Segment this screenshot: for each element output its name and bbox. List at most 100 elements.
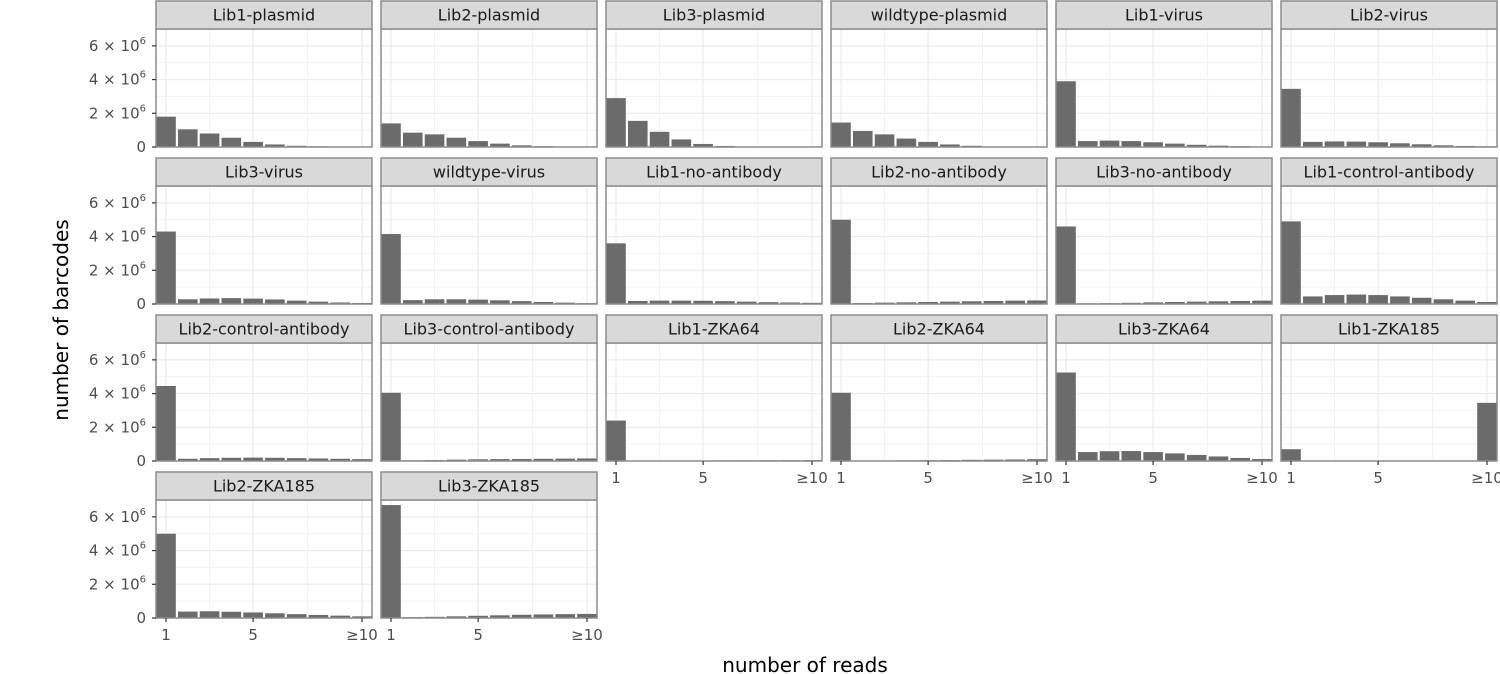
facet-panel: Lib1-virus <box>1055 0 1273 148</box>
bar <box>1230 457 1251 461</box>
facet-panel: Lib1-ZKA64 1 5 ≥10 <box>605 314 828 487</box>
bar <box>533 458 554 461</box>
bar <box>983 300 1004 304</box>
panel-background <box>1056 343 1272 461</box>
bar <box>490 143 510 147</box>
facet-label: Lib3-ZKA64 <box>1118 320 1210 339</box>
facet-strip <box>380 157 598 187</box>
bar <box>1302 141 1323 147</box>
panel-background <box>1281 29 1497 147</box>
bar <box>381 123 401 147</box>
bar <box>715 301 735 304</box>
facet-strip <box>605 0 823 30</box>
bar <box>1368 142 1388 147</box>
facet-strip <box>1280 0 1498 30</box>
bar <box>177 299 198 304</box>
panel-background <box>381 500 597 618</box>
panel-background <box>156 29 372 147</box>
bar <box>852 130 873 147</box>
bar <box>1056 226 1076 304</box>
facet-strip <box>155 0 373 30</box>
facet-panel: Lib1-control-antibody <box>1280 157 1498 305</box>
bar <box>243 141 263 147</box>
bar <box>468 141 488 147</box>
bar <box>330 615 351 618</box>
bar <box>896 302 917 304</box>
bar <box>156 231 176 304</box>
bar <box>606 243 626 304</box>
y-tick-label: 2 × 106 <box>89 260 146 279</box>
panel-background <box>381 186 597 304</box>
bar <box>780 302 801 304</box>
bar <box>1208 301 1229 304</box>
facet-panel: Lib3-no-antibody <box>1055 157 1273 305</box>
y-tick-label: 2 × 106 <box>89 103 146 122</box>
facet-panel: Lib2-no-antibody <box>830 157 1048 305</box>
bar <box>308 301 329 304</box>
facet-strip <box>380 314 598 344</box>
panel-background <box>156 500 372 618</box>
bar <box>156 116 176 147</box>
bar <box>736 301 757 304</box>
x-tick-label: 1 <box>836 469 846 487</box>
bar <box>649 300 670 304</box>
bar <box>1005 459 1026 461</box>
bar <box>1121 451 1142 461</box>
bar <box>1390 143 1410 147</box>
bar <box>381 505 401 618</box>
bar <box>468 299 488 304</box>
bar <box>265 299 285 304</box>
bar <box>831 392 851 461</box>
bar <box>555 614 576 618</box>
bar <box>265 613 285 618</box>
bar <box>511 614 532 618</box>
facet-panel: Lib3-ZKA185 1 5 ≥10 <box>380 471 603 644</box>
panel-background <box>1056 186 1272 304</box>
y-tick-label: 4 × 106 <box>89 227 146 246</box>
y-tick-label: 0 <box>136 609 146 627</box>
facet-strip <box>605 157 823 187</box>
bar <box>1027 300 1047 304</box>
bar <box>199 298 220 304</box>
bar <box>555 458 576 461</box>
facet-panel: Lib3-plasmid <box>605 0 823 148</box>
bar <box>446 299 467 304</box>
bar <box>1099 451 1120 461</box>
panel-background <box>1281 186 1497 304</box>
facet-label: Lib2-virus <box>1350 6 1428 25</box>
x-tick-label: 5 <box>248 626 258 644</box>
facet-strip <box>830 0 1048 30</box>
bar <box>1411 144 1432 147</box>
facet-panel: Lib2-control-antibody 0 2 × 106 4 × 106 6 × … <box>89 314 373 470</box>
facet-strip <box>1280 314 1498 344</box>
bar <box>1433 145 1454 147</box>
facet-label: Lib1-plasmid <box>213 6 315 25</box>
bar <box>352 459 372 461</box>
bar <box>330 302 351 304</box>
facet-strip <box>1055 157 1273 187</box>
bar <box>671 139 692 147</box>
x-tick-label: 1 <box>1286 469 1296 487</box>
bar <box>649 131 670 147</box>
bar <box>606 420 626 461</box>
bar <box>1302 296 1323 304</box>
y-tick-label: 6 × 106 <box>89 36 146 55</box>
bar <box>1324 141 1345 147</box>
facet-panel: wildtype-plasmid <box>830 0 1048 148</box>
facet-label: Lib1-virus <box>1125 6 1203 25</box>
facet-label: Lib1-control-antibody <box>1304 163 1475 182</box>
y-tick-label: 2 × 106 <box>89 417 146 436</box>
facet-panel: Lib3-control-antibody <box>380 314 598 462</box>
bar <box>199 133 220 147</box>
facet-label: Lib3-virus <box>225 163 303 182</box>
facet-panel: Lib1-no-antibody <box>605 157 823 305</box>
bar <box>1455 300 1476 304</box>
bar <box>221 611 242 618</box>
bar <box>1165 453 1185 461</box>
panel-background <box>1281 343 1497 461</box>
facet-strip <box>830 314 1048 344</box>
facet-label: Lib3-no-antibody <box>1096 163 1232 182</box>
bar <box>831 122 851 147</box>
bar <box>381 234 401 304</box>
